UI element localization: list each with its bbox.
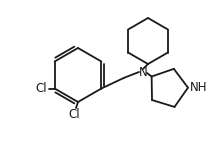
Text: Cl: Cl: [68, 108, 80, 120]
Text: N: N: [139, 66, 147, 79]
Text: NH: NH: [190, 81, 208, 94]
Text: Cl: Cl: [36, 82, 48, 95]
